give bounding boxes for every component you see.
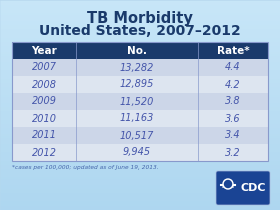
- Text: 4.4: 4.4: [225, 63, 241, 72]
- FancyBboxPatch shape: [12, 59, 268, 76]
- Text: 2010: 2010: [31, 113, 57, 123]
- Text: No.: No.: [127, 46, 147, 55]
- Text: 10,517: 10,517: [120, 130, 154, 140]
- Text: 9,945: 9,945: [123, 147, 151, 158]
- Text: TB Morbidity: TB Morbidity: [87, 10, 193, 25]
- FancyBboxPatch shape: [7, 9, 271, 205]
- FancyBboxPatch shape: [12, 42, 268, 59]
- Text: Year: Year: [31, 46, 57, 55]
- Text: 11,520: 11,520: [120, 97, 154, 106]
- Text: 11,163: 11,163: [120, 113, 154, 123]
- FancyBboxPatch shape: [12, 76, 268, 93]
- Text: 3.6: 3.6: [225, 113, 241, 123]
- Text: 12,895: 12,895: [120, 80, 154, 89]
- Text: 2007: 2007: [31, 63, 57, 72]
- FancyBboxPatch shape: [12, 110, 268, 127]
- Circle shape: [223, 179, 233, 189]
- Text: 2008: 2008: [31, 80, 57, 89]
- Text: 3.2: 3.2: [225, 147, 241, 158]
- FancyBboxPatch shape: [216, 171, 270, 205]
- Text: 2011: 2011: [31, 130, 57, 140]
- Text: 13,282: 13,282: [120, 63, 154, 72]
- Text: 4.2: 4.2: [225, 80, 241, 89]
- FancyBboxPatch shape: [12, 144, 268, 161]
- Text: United States, 2007–2012: United States, 2007–2012: [39, 24, 241, 38]
- FancyBboxPatch shape: [12, 93, 268, 110]
- FancyBboxPatch shape: [12, 127, 268, 144]
- Text: Rate*: Rate*: [217, 46, 249, 55]
- Text: 3.4: 3.4: [225, 130, 241, 140]
- Text: 3.8: 3.8: [225, 97, 241, 106]
- Text: 2012: 2012: [31, 147, 57, 158]
- Text: CDC: CDC: [240, 183, 266, 193]
- Text: 2009: 2009: [31, 97, 57, 106]
- Circle shape: [225, 181, 232, 188]
- Text: *cases per 100,000; updated as of June 19, 2013.: *cases per 100,000; updated as of June 1…: [12, 165, 159, 170]
